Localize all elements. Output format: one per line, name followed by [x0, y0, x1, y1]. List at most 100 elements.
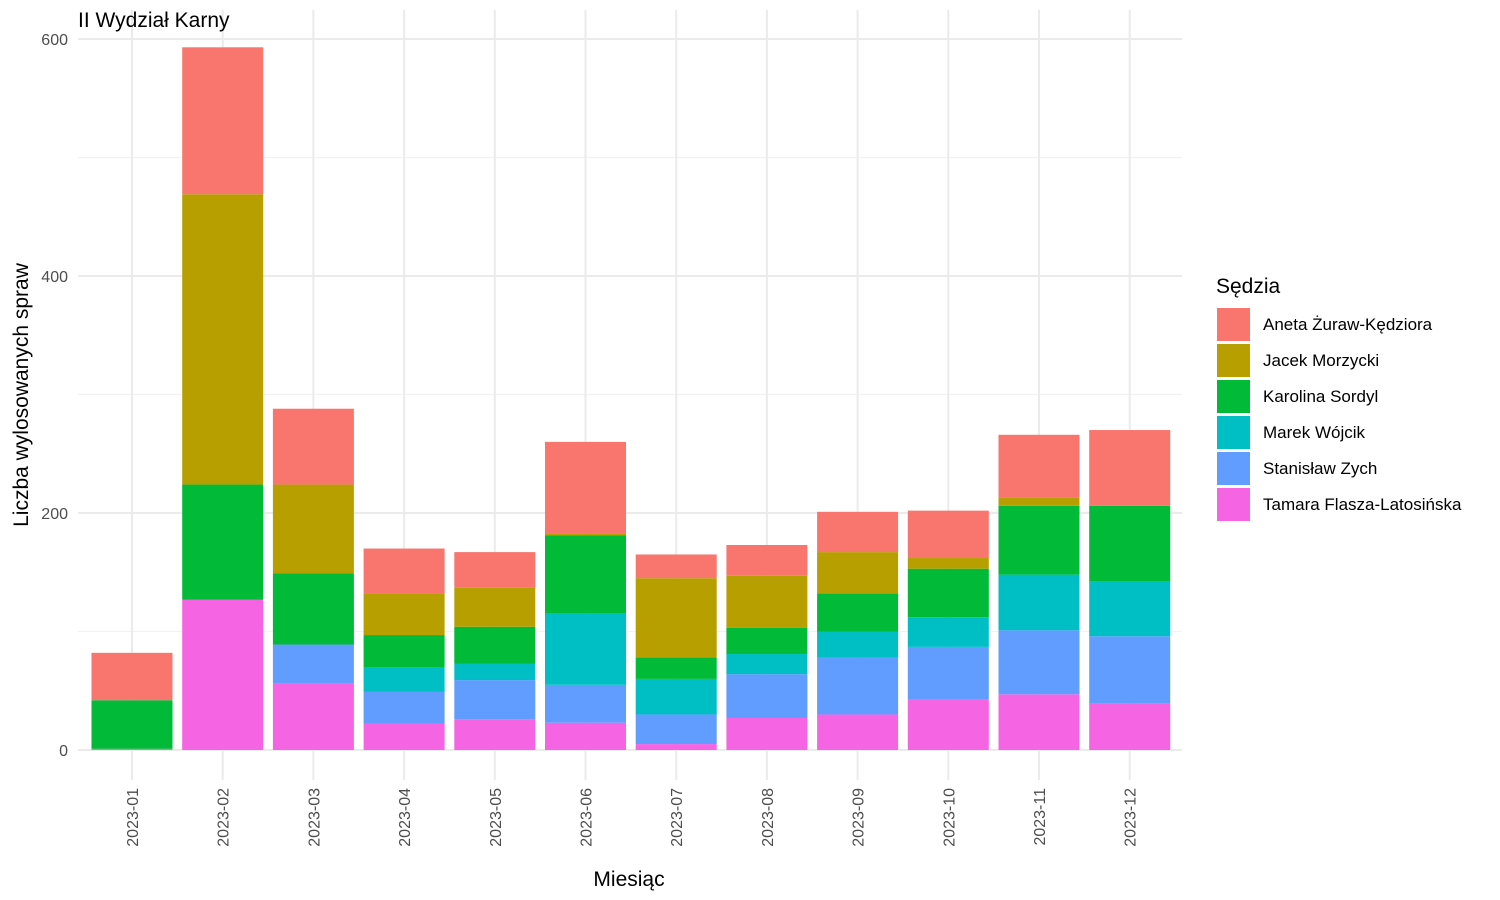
- bar-segment: [726, 654, 808, 675]
- bar-segment: [907, 510, 989, 559]
- bar-segment: [91, 652, 173, 701]
- bar-segment: [454, 552, 536, 588]
- x-tick-label: 2023-05: [488, 788, 505, 847]
- bar-segment: [907, 568, 989, 618]
- bar-segment: [545, 535, 626, 614]
- bar-segment: [635, 744, 717, 750]
- bar-segment: [91, 748, 173, 750]
- bar-segment: [998, 694, 1080, 750]
- bar-segment: [635, 578, 717, 658]
- bar-segment: [545, 722, 626, 750]
- y-tick-label: 0: [59, 743, 68, 760]
- bar-segment: [545, 441, 626, 534]
- x-axis-ticks: 2023-01 2023-02 2023-03 2023-04 2023-05 2023-…: [125, 788, 1140, 847]
- bar-segment: [545, 533, 626, 536]
- y-tick-label: 600: [41, 32, 68, 49]
- bar-segment: [454, 587, 536, 627]
- bar-segment: [182, 194, 264, 485]
- bar-segment: [1089, 703, 1171, 750]
- x-tick-label: 2023-09: [851, 788, 868, 847]
- bar-segment: [998, 505, 1080, 575]
- bar-segment: [454, 626, 536, 664]
- legend-key: [1217, 308, 1250, 341]
- y-axis-title: Liczba wylosowanych spraw: [10, 262, 33, 527]
- bar-segment: [635, 714, 717, 745]
- bar-segment: [726, 544, 808, 576]
- legend-key: [1217, 488, 1250, 521]
- bar-segment: [1089, 636, 1171, 704]
- bar-segment: [998, 434, 1080, 498]
- x-tick-label: 2023-11: [1032, 788, 1049, 846]
- x-tick-label: 2023-07: [669, 788, 686, 847]
- bar-segment: [817, 631, 899, 658]
- y-tick-label: 400: [41, 269, 68, 286]
- legend-label: Aneta Żuraw-Kędziora: [1263, 315, 1433, 334]
- y-axis-ticks: 0 200 400 600: [41, 32, 68, 760]
- legend: Sędzia Aneta Żuraw-Kędziora Jacek Morzyck…: [1216, 275, 1462, 521]
- bar-segment: [998, 574, 1080, 631]
- legend-label: Jacek Morzycki: [1263, 351, 1379, 370]
- bar-segment: [182, 599, 264, 750]
- x-tick-label: 2023-02: [216, 788, 233, 847]
- bar-segment: [907, 699, 989, 750]
- bar-segment: [182, 47, 264, 195]
- bar-segment: [182, 484, 264, 600]
- bar-segment: [363, 635, 445, 668]
- bar-segment: [545, 613, 626, 685]
- legend-label: Stanisław Zych: [1263, 459, 1377, 478]
- legend-key: [1217, 344, 1250, 377]
- bar-segment: [272, 573, 354, 645]
- legend-key: [1217, 452, 1250, 485]
- bar-segment: [726, 627, 808, 655]
- bars-group: [91, 47, 1171, 750]
- bar-segment: [363, 593, 445, 636]
- legend-label: Tamara Flasza-Latosińska: [1263, 495, 1462, 514]
- bar-segment: [635, 678, 717, 715]
- bar-segment: [454, 663, 536, 681]
- bar-segment: [817, 714, 899, 750]
- legend-title: Sędzia: [1216, 275, 1281, 298]
- y-tick-label: 200: [41, 506, 68, 523]
- bar-segment: [1089, 505, 1171, 582]
- bar-segment: [1089, 430, 1171, 506]
- legend-label: Marek Wójcik: [1263, 423, 1366, 442]
- bar-segment: [91, 700, 173, 749]
- bar-segment: [363, 667, 445, 692]
- bar-segment: [363, 691, 445, 724]
- bar-segment: [363, 723, 445, 750]
- x-tick-label: 2023-10: [941, 788, 958, 847]
- bar-segment: [907, 558, 989, 569]
- bar-segment: [907, 617, 989, 647]
- bar-segment: [726, 575, 808, 628]
- x-tick-label: 2023-08: [760, 788, 777, 847]
- bar-segment: [817, 593, 899, 632]
- legend-key: [1217, 380, 1250, 413]
- bar-segment: [272, 484, 354, 574]
- bar-segment: [1089, 581, 1171, 637]
- bar-segment: [272, 644, 354, 684]
- bar-segment: [272, 408, 354, 485]
- bar-segment: [635, 554, 717, 579]
- bar-segment: [635, 657, 717, 679]
- bar-segment: [726, 674, 808, 719]
- x-axis-title: Miesiąc: [593, 868, 664, 891]
- x-tick-label: 2023-04: [397, 788, 414, 847]
- x-tick-label: 2023-01: [125, 788, 142, 847]
- bar-segment: [454, 680, 536, 720]
- legend-key: [1217, 416, 1250, 449]
- bar-segment: [726, 718, 808, 750]
- chart-title: II Wydział Karny: [78, 9, 230, 32]
- bar-segment: [998, 497, 1080, 506]
- bar-segment: [817, 511, 899, 553]
- legend-label: Karolina Sordyl: [1263, 387, 1378, 406]
- bar-segment: [363, 548, 445, 594]
- bar-segment: [998, 630, 1080, 695]
- x-tick-label: 2023-03: [306, 788, 323, 847]
- bar-segment: [454, 719, 536, 750]
- bar-segment: [907, 646, 989, 700]
- bar-segment: [545, 684, 626, 723]
- bar-segment: [817, 657, 899, 715]
- x-tick-label: 2023-12: [1123, 788, 1140, 847]
- bar-segment: [272, 683, 354, 750]
